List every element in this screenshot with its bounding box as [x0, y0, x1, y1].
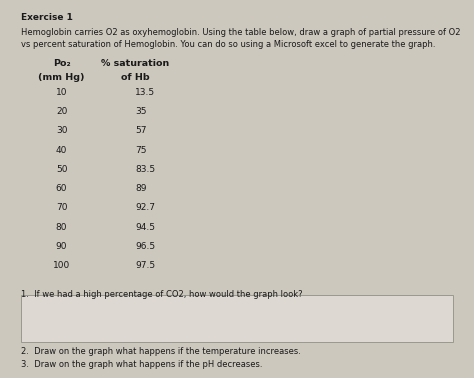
Text: 57: 57	[135, 126, 146, 135]
Text: 97.5: 97.5	[135, 261, 155, 270]
Text: 60: 60	[56, 184, 67, 193]
Text: 80: 80	[56, 223, 67, 232]
Text: 70: 70	[56, 203, 67, 212]
FancyBboxPatch shape	[21, 295, 453, 342]
Text: 2.  Draw on the graph what happens if the temperature increases.: 2. Draw on the graph what happens if the…	[21, 347, 301, 356]
Text: 94.5: 94.5	[135, 223, 155, 232]
Text: 100: 100	[53, 261, 70, 270]
Text: Exercise 1: Exercise 1	[21, 13, 73, 22]
Text: 92.7: 92.7	[135, 203, 155, 212]
Text: of Hb: of Hb	[121, 73, 149, 82]
Text: 30: 30	[56, 126, 67, 135]
Text: Po₂: Po₂	[53, 59, 71, 68]
Text: (mm Hg): (mm Hg)	[38, 73, 85, 82]
Text: 40: 40	[56, 146, 67, 155]
Text: 50: 50	[56, 165, 67, 174]
Text: 83.5: 83.5	[135, 165, 155, 174]
Text: vs percent saturation of Hemoglobin. You can do so using a Microsoft excel to ge: vs percent saturation of Hemoglobin. You…	[21, 40, 436, 49]
Text: 89: 89	[135, 184, 146, 193]
Text: 10: 10	[56, 88, 67, 97]
Text: 20: 20	[56, 107, 67, 116]
Text: 13.5: 13.5	[135, 88, 155, 97]
Text: 3.  Draw on the graph what happens if the pH decreases.: 3. Draw on the graph what happens if the…	[21, 360, 263, 369]
Text: 75: 75	[135, 146, 146, 155]
Text: % saturation: % saturation	[101, 59, 169, 68]
Text: 90: 90	[56, 242, 67, 251]
Text: 96.5: 96.5	[135, 242, 155, 251]
Text: 35: 35	[135, 107, 146, 116]
Text: Hemoglobin carries O2 as oxyhemoglobin. Using the table below, draw a graph of p: Hemoglobin carries O2 as oxyhemoglobin. …	[21, 28, 461, 37]
Text: 1.  If we had a high percentage of CO2, how would the graph look?: 1. If we had a high percentage of CO2, h…	[21, 290, 303, 299]
